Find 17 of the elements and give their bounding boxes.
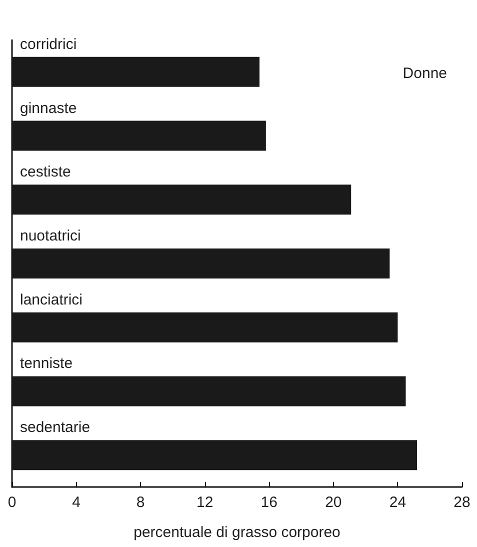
y-tick-label: cestiste (20, 164, 71, 181)
x-tick-label: 28 (454, 494, 470, 511)
y-tick-label: ginnaste (20, 100, 77, 117)
y-tick-label: nuotatrici (20, 228, 81, 244)
y-tick-label: sedentarie (20, 419, 90, 436)
y-tick-label: lanciatrici (20, 291, 83, 308)
y-tick-label: corridrici (20, 36, 77, 53)
x-tick-label: 12 (196, 494, 214, 511)
annotation: Donne (402, 65, 447, 82)
x-tick-label: 0 (8, 494, 16, 511)
x-tick-label: 16 (260, 494, 278, 511)
y-tick-label: tenniste (20, 355, 73, 372)
x-tick-label: 20 (325, 494, 342, 511)
x-axis-title: percentuale di grasso corporeo (134, 524, 340, 541)
x-tick-label: 4 (72, 494, 80, 511)
x-tick-label: 8 (136, 494, 145, 511)
x-tick-label: 24 (389, 494, 406, 511)
